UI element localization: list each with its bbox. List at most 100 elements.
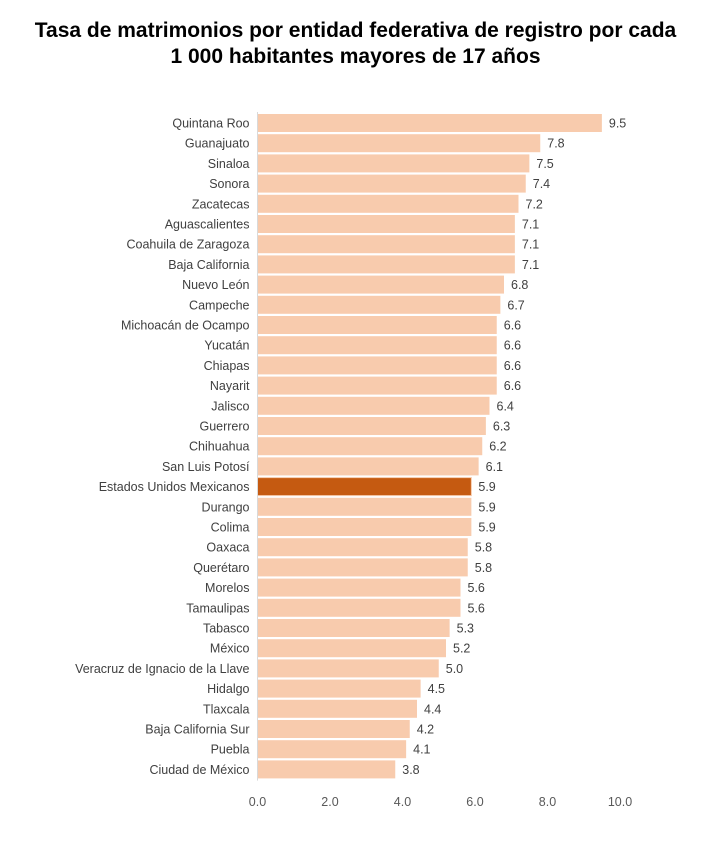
category-label: Oaxaca (206, 541, 249, 555)
bar (257, 457, 479, 476)
category-label: México (210, 642, 250, 656)
x-tick-label: 8.0 (539, 795, 556, 809)
value-label: 6.6 (504, 319, 521, 333)
chart-title-line-2: 1 000 habitantes mayores de 17 años (170, 45, 541, 68)
value-label: 4.1 (413, 743, 430, 757)
category-label: Nuevo León (182, 278, 249, 292)
value-label: 5.9 (478, 480, 495, 494)
category-label: Nayarit (210, 379, 250, 393)
bar-highlight (257, 477, 472, 497)
bar (257, 497, 472, 516)
x-tick-label: 10.0 (608, 795, 632, 809)
bar (257, 376, 497, 395)
category-label: Morelos (205, 581, 249, 595)
bar (257, 760, 396, 779)
bar (257, 356, 497, 375)
bar (257, 215, 515, 233)
value-label: 5.2 (453, 642, 470, 656)
category-label: Baja California (168, 258, 249, 272)
category-label: Zacatecas (192, 197, 250, 211)
bar (257, 154, 530, 173)
x-tick-label: 6.0 (466, 795, 483, 809)
category-label: Coahuila de Zaragoza (127, 238, 250, 252)
value-label: 7.8 (547, 137, 564, 151)
x-axis-tick-labels-group: 0.0 2.0 4.0 6.0 8.0 10.0 (249, 795, 632, 809)
value-label: 6.2 (489, 440, 506, 454)
bar (257, 639, 446, 658)
bar (257, 316, 497, 334)
value-label: 6.4 (497, 399, 514, 413)
category-label: Ciudad de México (149, 763, 249, 777)
bar (257, 538, 468, 557)
value-label: 6.7 (507, 298, 524, 312)
category-label: Estados Unidos Mexicanos (99, 480, 250, 494)
category-label: Sinaloa (208, 157, 250, 171)
value-label: 6.8 (511, 278, 528, 292)
bar (257, 699, 417, 718)
value-label: 7.2 (526, 197, 543, 211)
category-label: Chihuahua (189, 440, 250, 454)
bar (257, 598, 461, 617)
bar (257, 659, 439, 678)
bar (257, 679, 421, 698)
category-label: San Luis Potosí (162, 460, 250, 474)
value-label: 7.5 (536, 157, 553, 171)
value-label: 7.1 (522, 258, 539, 272)
chart-title-line-1: Tasa de matrimonios por entidad federati… (34, 19, 677, 42)
category-label: Sonora (209, 177, 249, 191)
bar (257, 619, 450, 637)
value-label: 5.0 (446, 662, 463, 676)
value-label: 5.8 (475, 561, 492, 575)
value-label: 4.5 (428, 682, 445, 696)
bar (257, 295, 501, 314)
value-label: 9.5 (609, 117, 626, 131)
category-label: Hidalgo (207, 682, 249, 696)
bar (257, 720, 410, 738)
category-label: Jalisco (211, 399, 249, 413)
category-label: Puebla (211, 743, 250, 757)
x-tick-label: 4.0 (394, 795, 411, 809)
value-label: 7.1 (522, 238, 539, 252)
value-label: 6.6 (504, 379, 521, 393)
bar (257, 417, 486, 435)
category-label: Campeche (189, 298, 249, 312)
category-label: Durango (202, 500, 250, 514)
bar (257, 275, 504, 294)
category-label: Tamaulipas (186, 601, 249, 615)
value-label: 6.3 (493, 420, 510, 434)
x-tick-label: 2.0 (321, 795, 338, 809)
value-label: 3.8 (402, 763, 419, 777)
value-label: 6.6 (504, 359, 521, 373)
category-label: Querétaro (193, 561, 249, 575)
category-label: Yucatán (204, 339, 249, 353)
value-label: 5.6 (468, 581, 485, 595)
value-label: 5.6 (468, 601, 485, 615)
category-label: Tlaxcala (203, 702, 250, 716)
value-label: 4.4 (424, 702, 441, 716)
category-label: Quintana Roo (172, 117, 249, 131)
bar (257, 114, 602, 132)
value-label: 5.3 (457, 622, 474, 636)
value-label: 7.1 (522, 218, 539, 232)
chart-title: Tasa de matrimonios por entidad federati… (0, 18, 711, 70)
category-labels-group: Quintana Roo Guanajuato Sinaloa Sonora Zacat… (75, 117, 250, 777)
bar (257, 518, 472, 536)
category-label: Aguascalientes (165, 218, 250, 232)
bar (257, 578, 461, 597)
value-labels-group: 9.5 7.8 7.5 7.4 7.2 7.1 7.1 7.1 6.8 6.7 6.6 6.6 6.6 6… (402, 117, 626, 777)
category-label: Tabasco (203, 622, 250, 636)
bar (257, 255, 515, 274)
bar (257, 174, 526, 193)
category-label: Veracruz de Ignacio de la Llave (75, 662, 249, 676)
x-tick-label: 0.0 (249, 795, 266, 809)
bars-group (257, 114, 602, 779)
bar (257, 134, 541, 153)
value-label: 6.1 (486, 460, 503, 474)
bar (257, 336, 497, 355)
value-label: 5.9 (478, 500, 495, 514)
category-label: Chiapas (204, 359, 250, 373)
value-label: 5.9 (478, 521, 495, 535)
bar (257, 740, 407, 759)
value-label: 7.4 (533, 177, 550, 191)
